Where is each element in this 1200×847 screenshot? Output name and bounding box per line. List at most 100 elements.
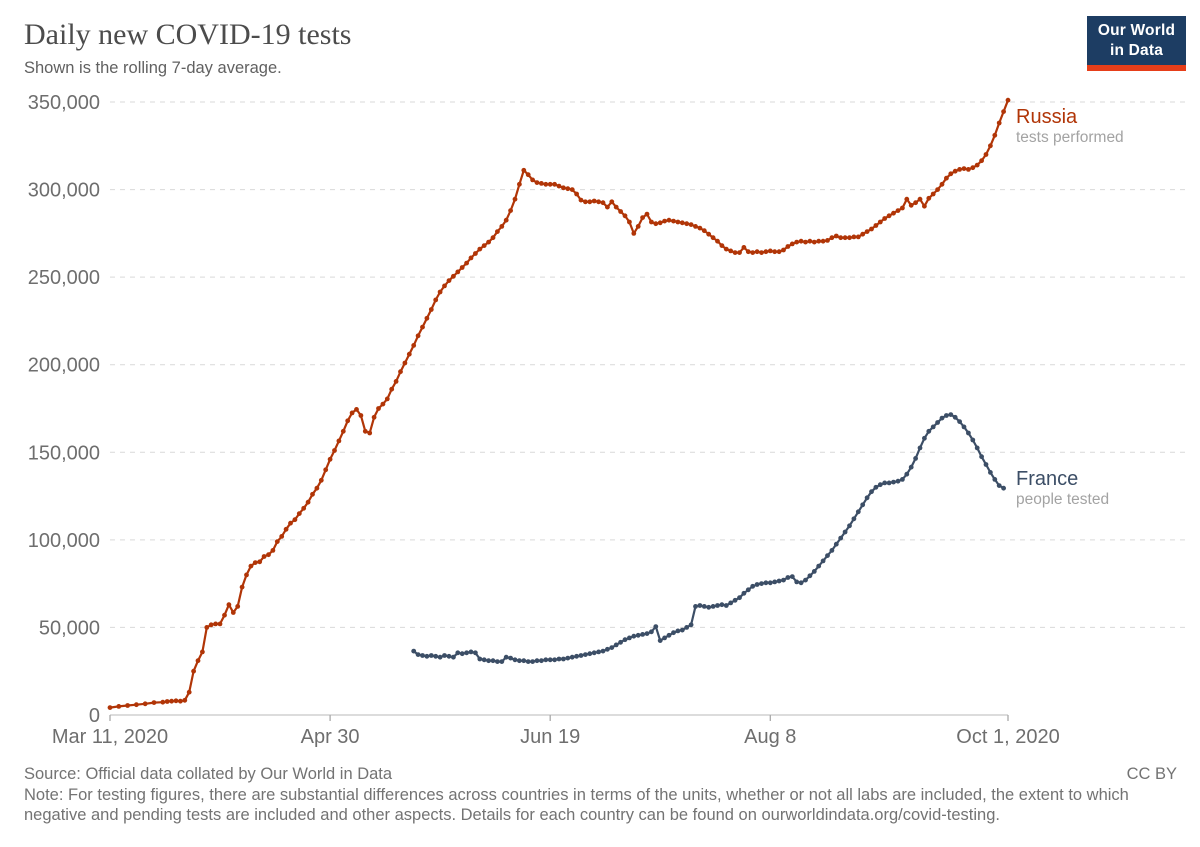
data-point[interactable]: [701, 228, 707, 234]
data-point[interactable]: [569, 654, 575, 660]
data-point[interactable]: [974, 445, 980, 451]
data-point[interactable]: [552, 181, 557, 187]
data-point[interactable]: [838, 235, 844, 241]
data-point[interactable]: [486, 239, 491, 245]
data-point[interactable]: [539, 181, 544, 186]
data-point[interactable]: [622, 213, 628, 219]
data-point[interactable]: [649, 219, 654, 225]
data-point[interactable]: [164, 699, 170, 704]
data-point[interactable]: [384, 396, 390, 402]
data-point[interactable]: [781, 247, 786, 253]
data-point[interactable]: [605, 204, 610, 210]
data-point[interactable]: [988, 470, 993, 475]
data-point[interactable]: [455, 650, 461, 656]
data-point[interactable]: [1005, 97, 1011, 103]
data-point[interactable]: [627, 219, 632, 225]
data-point[interactable]: [428, 307, 434, 312]
data-point[interactable]: [957, 167, 962, 172]
data-point[interactable]: [948, 412, 954, 417]
data-point[interactable]: [741, 590, 747, 596]
data-point[interactable]: [208, 622, 214, 628]
data-point[interactable]: [424, 653, 430, 659]
data-point[interactable]: [622, 637, 628, 643]
data-point[interactable]: [428, 653, 434, 658]
data-point[interactable]: [763, 249, 769, 255]
data-point[interactable]: [833, 233, 839, 239]
data-point[interactable]: [226, 602, 232, 608]
data-point[interactable]: [776, 249, 782, 255]
data-point[interactable]: [406, 351, 412, 357]
data-point[interactable]: [473, 650, 478, 656]
data-point[interactable]: [671, 218, 676, 224]
data-point[interactable]: [244, 572, 249, 578]
data-point[interactable]: [116, 704, 122, 709]
data-point[interactable]: [873, 484, 879, 490]
data-point[interactable]: [442, 653, 447, 658]
data-point[interactable]: [451, 273, 456, 279]
data-point[interactable]: [534, 180, 540, 185]
data-point[interactable]: [631, 231, 637, 236]
data-point[interactable]: [490, 658, 496, 664]
data-point[interactable]: [847, 235, 852, 241]
data-point[interactable]: [618, 639, 623, 645]
data-point[interactable]: [613, 204, 619, 210]
data-point[interactable]: [904, 471, 910, 477]
data-point[interactable]: [358, 413, 364, 418]
data-point[interactable]: [1001, 109, 1006, 114]
data-point[interactable]: [772, 249, 778, 255]
data-point[interactable]: [908, 202, 914, 208]
data-point[interactable]: [688, 622, 694, 628]
data-point[interactable]: [296, 511, 302, 516]
data-point[interactable]: [433, 297, 439, 303]
data-point[interactable]: [728, 248, 734, 254]
data-point[interactable]: [913, 200, 918, 206]
data-point[interactable]: [442, 283, 447, 289]
data-point[interactable]: [983, 462, 989, 467]
data-point[interactable]: [811, 239, 817, 245]
data-point[interactable]: [596, 199, 601, 205]
data-point[interactable]: [635, 224, 641, 229]
data-point[interactable]: [662, 218, 667, 224]
data-point[interactable]: [785, 575, 791, 580]
data-point[interactable]: [988, 143, 993, 149]
data-point[interactable]: [288, 520, 293, 526]
data-point[interactable]: [794, 579, 800, 585]
data-point[interactable]: [252, 560, 258, 565]
data-point[interactable]: [283, 526, 289, 532]
data-point[interactable]: [745, 249, 751, 255]
data-point[interactable]: [794, 239, 800, 245]
data-point[interactable]: [706, 604, 712, 610]
data-point[interactable]: [825, 238, 830, 243]
data-point[interactable]: [860, 502, 866, 508]
data-point[interactable]: [473, 251, 478, 256]
data-point[interactable]: [521, 658, 527, 664]
data-point[interactable]: [706, 231, 712, 237]
data-point[interactable]: [842, 529, 848, 535]
data-point[interactable]: [459, 651, 465, 657]
data-point[interactable]: [807, 238, 813, 244]
data-point[interactable]: [948, 171, 954, 177]
data-point[interactable]: [900, 205, 905, 211]
data-point[interactable]: [142, 701, 148, 707]
data-point[interactable]: [393, 379, 399, 384]
data-point[interactable]: [767, 248, 773, 254]
data-point[interactable]: [327, 456, 333, 462]
data-point[interactable]: [798, 580, 804, 586]
data-point[interactable]: [816, 563, 822, 569]
data-point[interactable]: [583, 199, 588, 205]
data-point[interactable]: [657, 638, 663, 643]
data-point[interactable]: [543, 657, 549, 663]
data-point[interactable]: [451, 654, 456, 660]
data-point[interactable]: [534, 658, 540, 664]
data-point[interactable]: [222, 612, 227, 618]
data-point[interactable]: [274, 539, 280, 544]
data-point[interactable]: [402, 360, 408, 366]
data-point[interactable]: [803, 239, 808, 245]
data-point[interactable]: [789, 574, 795, 579]
data-point[interactable]: [151, 700, 157, 705]
data-point[interactable]: [556, 656, 562, 662]
data-point[interactable]: [966, 167, 971, 172]
data-point[interactable]: [851, 516, 857, 522]
data-point[interactable]: [992, 132, 998, 138]
data-point[interactable]: [587, 651, 593, 657]
